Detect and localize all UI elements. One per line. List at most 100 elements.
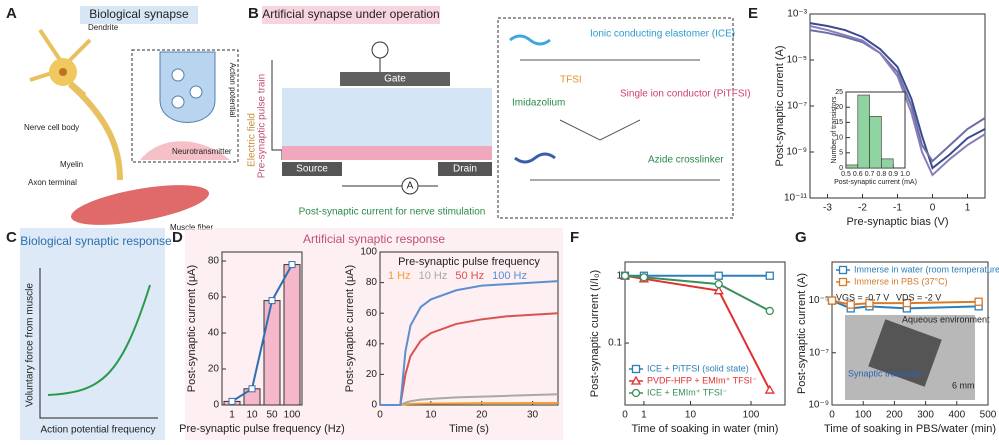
structure-sketch (520, 59, 720, 181)
y-tick-label: 100 (360, 247, 377, 258)
marker (838, 265, 848, 275)
panel-title: Biological synaptic response (20, 234, 172, 248)
marker (764, 384, 775, 394)
legend-entry: Immerse in water (room temperature) (854, 264, 999, 274)
y-tick-label: 25 (835, 89, 843, 96)
annotation: VGS = -0.7 V (836, 292, 889, 302)
y-tick-label: 10⁻⁹ (786, 147, 807, 158)
series-line (380, 312, 559, 406)
ammeter-label: A (407, 181, 414, 192)
marker (765, 306, 774, 316)
plot-frame (221, 251, 303, 406)
y-tick-label: 10⁻³ (787, 9, 807, 20)
source (282, 162, 342, 176)
x-tick-label: 0 (930, 203, 936, 214)
marker (228, 397, 236, 405)
panel-label: B (248, 5, 259, 22)
marker (631, 364, 641, 374)
x-tick-label: 1 (641, 410, 647, 421)
drain-label: Drain (453, 164, 477, 175)
x-tick-label: -2 (858, 203, 867, 214)
dendrites (29, 28, 92, 97)
panel-label: G (795, 229, 807, 246)
marker (639, 273, 649, 282)
imidazolium-label: Imidazolium (512, 98, 565, 109)
response-curve (47, 284, 151, 396)
histogram-bar (869, 116, 882, 169)
synapse-terminal (159, 51, 216, 123)
gate-label: Gate (384, 74, 406, 85)
vesicle (171, 68, 185, 82)
x-label: Action potential frequency (40, 425, 155, 436)
device-array (868, 319, 942, 387)
y-axis-label: Post-synaptic current (μA) (186, 265, 198, 392)
y-tick-label: 20 (366, 369, 378, 380)
y-tick-label: 60 (366, 308, 378, 319)
x-axis-label: Time (s) (449, 423, 489, 435)
axon (67, 81, 123, 181)
panel-bg (20, 228, 165, 440)
axes (39, 268, 158, 419)
marker (827, 296, 837, 305)
electrolyte (282, 88, 492, 146)
plot-frame (831, 261, 989, 406)
panel-labels: A B C D E F G (6, 5, 807, 246)
y-tick-label: 10⁻⁷ (787, 101, 807, 112)
marker (630, 375, 642, 385)
nucleus (59, 68, 67, 76)
label: Muscle fiber (170, 223, 213, 232)
vesicle (171, 95, 185, 109)
legend-entry: 100 Hz (492, 270, 527, 282)
panel-b: Artificial synapse under operation Gate … (247, 6, 751, 219)
annotation: VDS = -2 V (896, 292, 941, 302)
marker (631, 388, 641, 398)
legend-entry: 50 Hz (455, 270, 484, 282)
x-tick-label: 0.5 (841, 171, 851, 178)
x-tick-label: 100 (743, 410, 760, 421)
x-tick-label: 30 (527, 410, 539, 421)
y-tick-label: 80 (208, 256, 220, 267)
tfsi-label: TFSI (560, 75, 582, 86)
field-label: Electric field (247, 113, 258, 167)
x-tick-label: 10 (685, 410, 697, 421)
x-tick-label: 100 (284, 410, 301, 421)
plot-frame (379, 251, 559, 406)
bar (283, 264, 301, 406)
marker (620, 271, 630, 280)
x-tick-label: 50 (266, 410, 278, 421)
trend-line (231, 264, 293, 403)
y-tick-label: 5 (839, 150, 843, 157)
legend-entry: ICE + EMIm⁺ TFSI⁻ (647, 387, 727, 397)
panel-title: Biological synapse (89, 7, 189, 21)
x-tick-label: 10 (246, 410, 258, 421)
pulse-source (371, 41, 389, 59)
x-tick-label: 0 (829, 410, 835, 421)
y-tick-label: 10⁻⁷ (809, 347, 829, 358)
drain (438, 162, 492, 176)
x-tick-label: 200 (886, 410, 903, 421)
plot-frame (624, 261, 786, 406)
y-tick-label: 40 (208, 328, 220, 339)
series-line (809, 22, 986, 170)
series-line (809, 29, 986, 163)
label: Neurotransmitter (172, 147, 232, 156)
marker (974, 297, 983, 306)
x-tick-label: 1.0 (900, 171, 910, 178)
panel-a: Biological synapse Dendrite Nerve cell b… (24, 6, 239, 232)
series-line (380, 280, 559, 406)
label: Axon terminal (28, 178, 77, 187)
x-axis-label: Time of soaking in PBS/water (min) (824, 423, 996, 435)
y-axis-label: Post-synaptic current (A) (796, 273, 808, 394)
ice-icon (509, 34, 551, 46)
x-tick-label: -3 (823, 203, 832, 214)
x-tick-label: 0 (622, 410, 628, 421)
x-axis-label: Pre-synaptic pulse frequency (Hz) (179, 423, 345, 435)
title-box (80, 6, 198, 24)
bar (263, 300, 281, 406)
panel-label: F (570, 229, 579, 246)
histogram-bar (857, 94, 870, 169)
y-tick-label: 1 (616, 270, 622, 281)
label: Action potential (228, 63, 237, 118)
x-axis-label: Time of soaking in water (min) (632, 423, 779, 435)
source-label: Source (296, 164, 328, 175)
